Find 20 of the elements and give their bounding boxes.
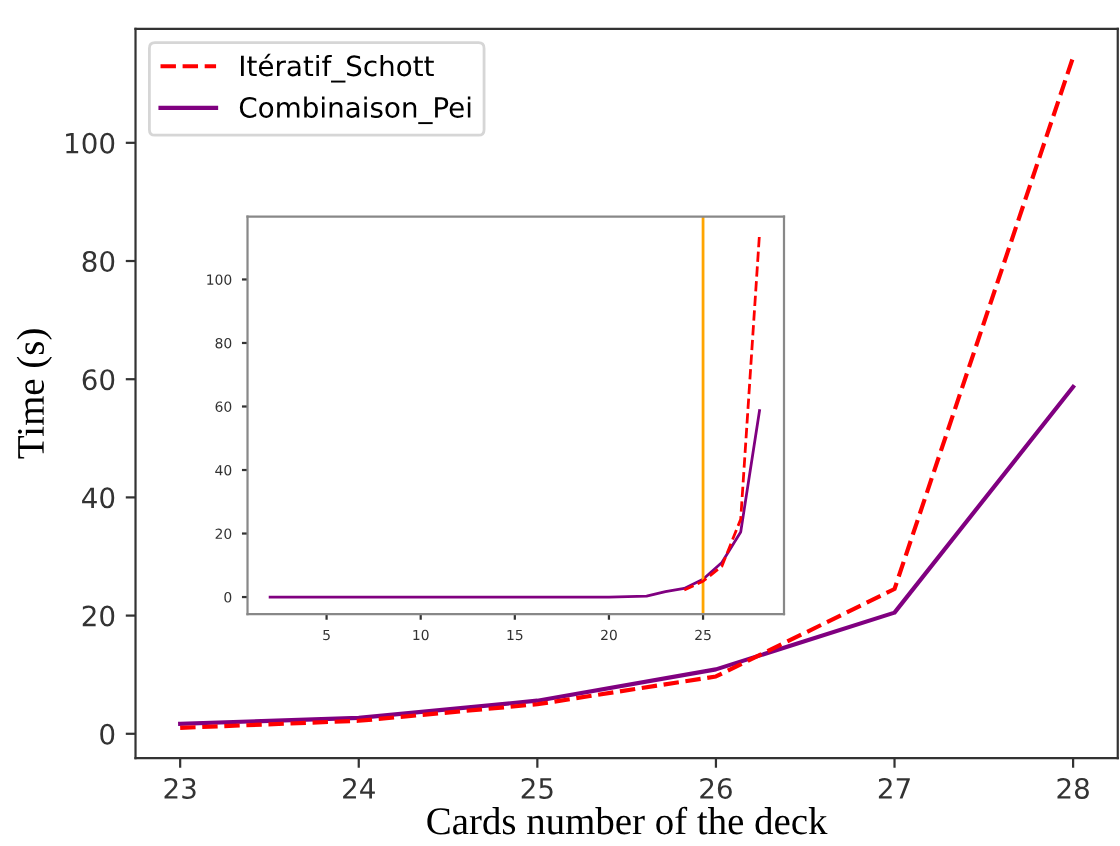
x-tick-label: 26 [700, 777, 732, 799]
y-axis-title: Time (s) [16, 329, 52, 459]
y-tick-label: 40 [82, 487, 115, 509]
x-tick-label: 23 [164, 777, 196, 799]
x-tick-label: 27 [878, 777, 910, 799]
line-series [682, 232, 761, 592]
x-tick-label: 25 [521, 777, 553, 799]
legend-label: Itératif_Schott [241, 53, 434, 83]
y-tick-label: 60 [82, 369, 115, 391]
y-tick-label: 20 [82, 605, 115, 627]
y-tick-label: 0 [100, 723, 115, 745]
y-tick-label: 80 [82, 250, 115, 272]
legend-label: Combinaison_Pei [239, 96, 471, 125]
line-series [178, 384, 1076, 726]
x-tick-label: 24 [343, 777, 375, 799]
line-series [268, 409, 761, 599]
y-tick-label: 100 [66, 132, 115, 154]
x-axis-title: Cards number of the deck [427, 806, 828, 835]
x-tick-label: 28 [1057, 777, 1089, 799]
line-series [178, 55, 1076, 730]
